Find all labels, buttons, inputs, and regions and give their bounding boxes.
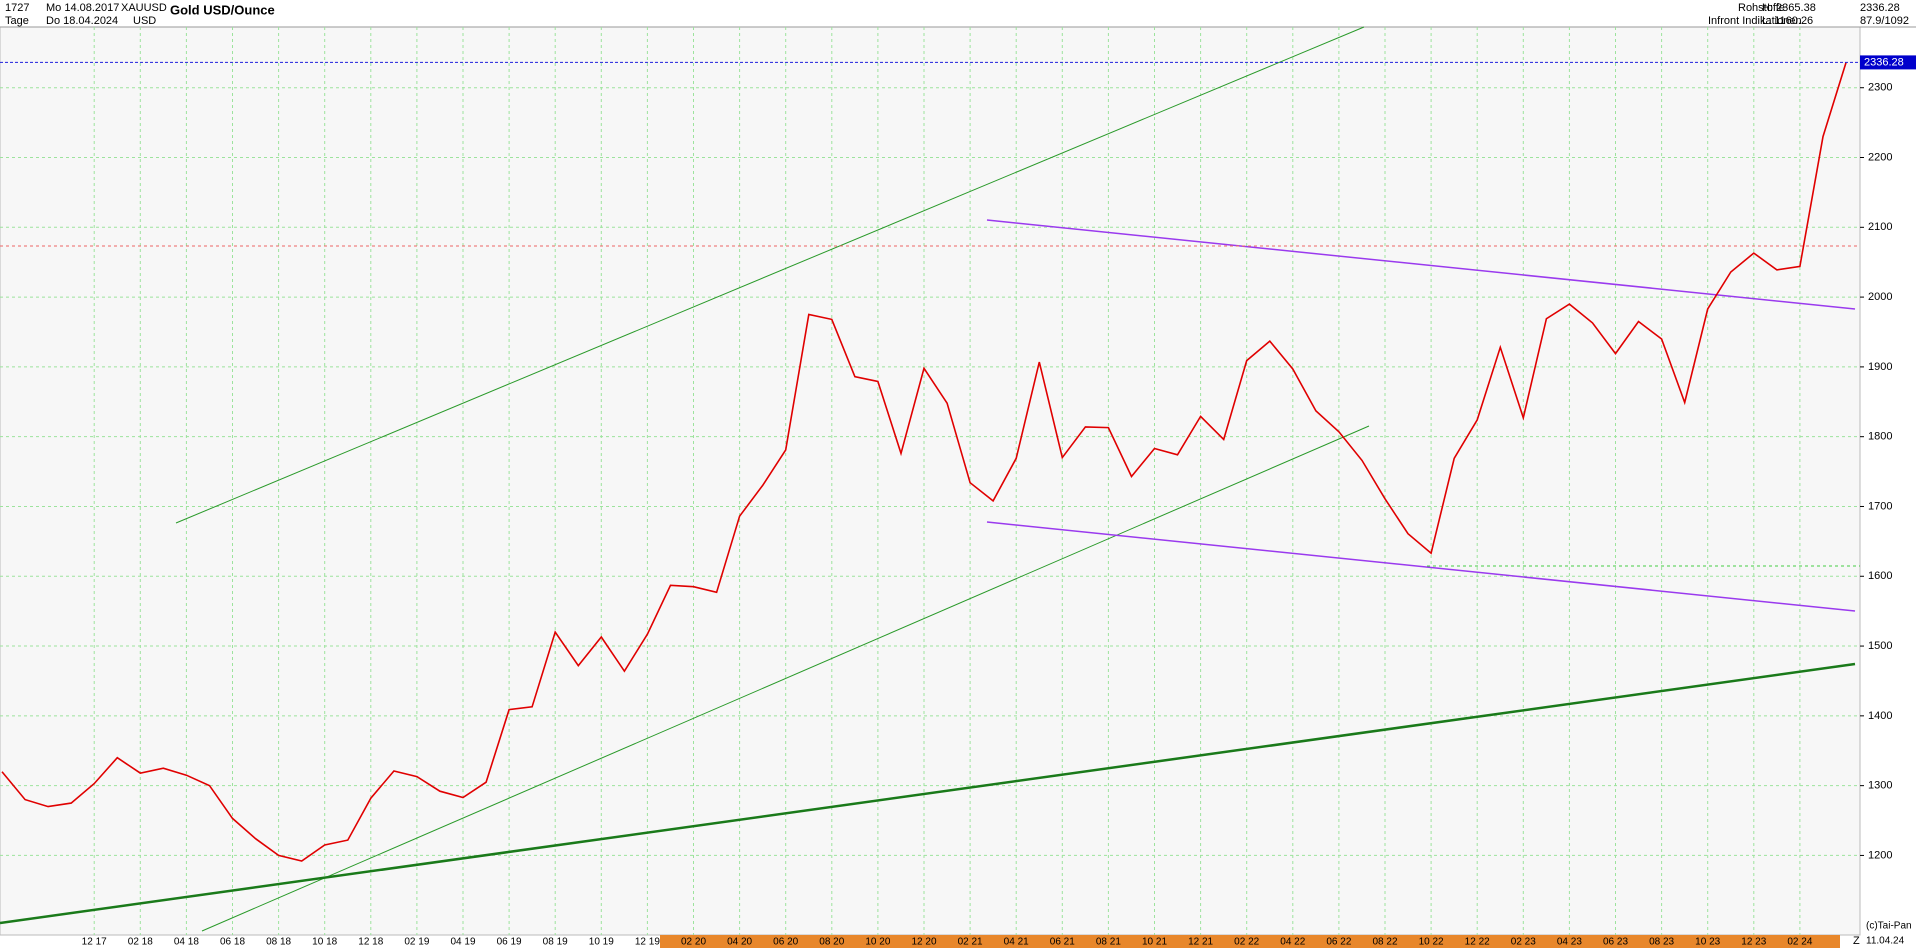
y-tick-label: 1400 <box>1868 710 1892 722</box>
x-tick-label: 06 23 <box>1603 937 1628 948</box>
x-tick-label: 02 20 <box>681 937 706 948</box>
x-tick-label: 12 17 <box>82 937 107 948</box>
stats: 87.9/1092 <box>1860 15 1909 27</box>
x-tick-label: 04 19 <box>450 937 475 948</box>
copyright: (c)Tai-Pan <box>1866 921 1912 932</box>
x-tick-label: 08 18 <box>266 937 291 948</box>
x-tick-label: 02 24 <box>1787 937 1812 948</box>
period: Tage <box>5 15 29 27</box>
x-tick-label: 12 19 <box>635 937 660 948</box>
last-price-label: 2336.28 <box>1864 56 1904 68</box>
high: H: 2365.38 <box>1762 2 1816 14</box>
bars: 1727 <box>5 2 29 14</box>
low: L: 1160.26 <box>1762 15 1813 27</box>
x-tick-label: 02 19 <box>404 937 429 948</box>
x-tick-label: 02 18 <box>128 937 153 948</box>
y-tick-label: 2100 <box>1868 221 1892 233</box>
x-tick-label: 08 21 <box>1096 937 1121 948</box>
x-tick-label: 12 22 <box>1465 937 1490 948</box>
x-tick-label: 08 20 <box>819 937 844 948</box>
footer-date: 11.04.24 <box>1866 936 1905 947</box>
y-tick-label: 1600 <box>1868 570 1892 582</box>
x-tick-label: 08 23 <box>1649 937 1674 948</box>
x-tick-label: 04 22 <box>1280 937 1305 948</box>
x-tick-label: 10 21 <box>1142 937 1167 948</box>
y-tick-label: 2000 <box>1868 291 1892 303</box>
x-tick-label: 06 21 <box>1050 937 1075 948</box>
x-tick-label: 06 18 <box>220 937 245 948</box>
y-tick-label: 2300 <box>1868 82 1892 94</box>
source: Infront Indikationen <box>1708 15 1802 27</box>
x-tick-label: 06 22 <box>1326 937 1351 948</box>
trendline <box>175 26 1365 524</box>
chart-title: Gold USD/Ounce <box>170 2 275 17</box>
x-tick-label: 10 19 <box>589 937 614 948</box>
y-tick-label: 1800 <box>1868 431 1892 443</box>
x-tick-label: 08 19 <box>543 937 568 948</box>
x-tick-label: 04 23 <box>1557 937 1582 948</box>
axis-band <box>660 935 1840 948</box>
group: Rohstoffe <box>1738 2 1785 14</box>
x-tick-label: 02 21 <box>958 937 983 948</box>
x-tick-label: 02 22 <box>1234 937 1259 948</box>
price-line <box>1 62 1847 862</box>
y-tick-label: 1200 <box>1868 849 1892 861</box>
x-tick-label: 10 18 <box>312 937 337 948</box>
plot-area <box>0 26 1861 936</box>
x-tick-label: 04 18 <box>174 937 199 948</box>
x-tick-label: 08 22 <box>1372 937 1397 948</box>
trendline <box>0 662 1856 925</box>
x-tick-label: 02 23 <box>1511 937 1536 948</box>
y-tick-label: 1500 <box>1868 640 1892 652</box>
x-tick-label: 12 23 <box>1741 937 1766 948</box>
x-tick-label: 10 20 <box>865 937 890 948</box>
x-tick-label: 06 19 <box>497 937 522 948</box>
y-tick-label: 1300 <box>1868 780 1892 792</box>
end-date: Do 18.04.2024 <box>46 15 118 27</box>
x-tick-label: 12 21 <box>1188 937 1213 948</box>
drawings <box>0 26 1860 932</box>
x-tick-label: 04 20 <box>727 937 752 948</box>
trendline <box>201 425 1370 932</box>
footer-mark: Z <box>1853 935 1860 947</box>
last-header: 2336.28 <box>1860 2 1900 14</box>
x-tick-label: 12 18 <box>358 937 383 948</box>
grid <box>0 27 1860 935</box>
symbol: XAUUSD <box>121 2 167 14</box>
y-tick-label: 2200 <box>1868 151 1892 163</box>
y-tick-label: 1900 <box>1868 361 1892 373</box>
x-tick-label: 10 23 <box>1695 937 1720 948</box>
trendline <box>986 521 1856 612</box>
start-date: Mo 14.08.2017 <box>46 2 119 14</box>
currency: USD <box>133 15 156 27</box>
trendline <box>986 219 1856 310</box>
last-price-box <box>1860 55 1916 70</box>
x-tick-label: 12 20 <box>911 937 936 948</box>
x-tick-label: 10 22 <box>1419 937 1444 948</box>
x-tick-label: 06 20 <box>773 937 798 948</box>
x-tick-label: 04 21 <box>1004 937 1029 948</box>
y-tick-label: 1700 <box>1868 500 1892 512</box>
